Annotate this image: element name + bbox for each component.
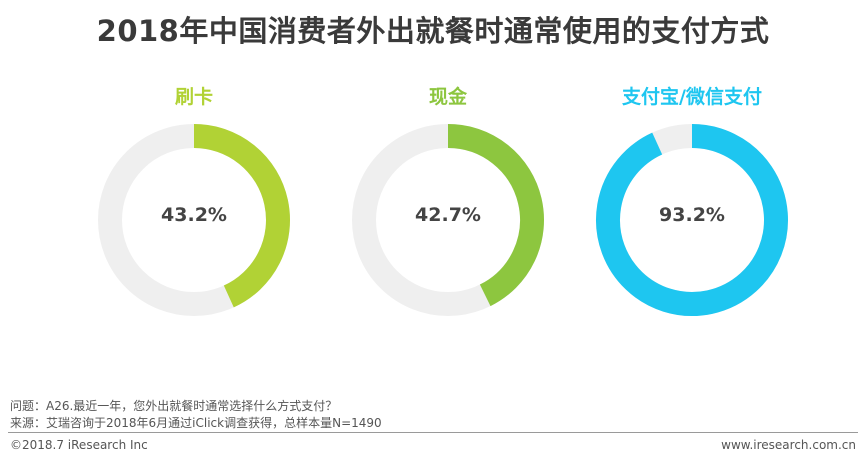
donut-label-cash: 现金 [428,86,467,108]
footer-divider [8,432,858,433]
donut-value-mobile-pay: 93.2% [659,204,725,226]
donut-chart-mobile-pay [596,124,788,316]
donut-card-card: 刷卡 43.2% [74,82,314,322]
donut-chart-cash [352,124,544,316]
footer-website: www.iresearch.com.cn [721,438,856,452]
donut-value-cash: 42.7% [415,204,481,226]
donut-chart-card [98,124,290,316]
donut-arc [193,124,290,308]
donut-label-mobile-pay: 支付宝/微信支付 [622,86,762,108]
donut-label-card: 刷卡 [174,86,213,108]
donut-arc [447,124,544,307]
footnote-question: 问题：A26.最近一年，您外出就餐时通常选择什么方式支付？ [10,399,338,413]
footer-copyright: ©2018.7 iResearch Inc [10,438,148,452]
donut-card-mobile-pay: 支付宝/微信支付 93.2% [572,82,812,322]
donut-card-cash: 现金 42.7% [328,82,568,322]
footnote-source: 来源：艾瑞咨询于2018年6月通过iClick调查获得，总样本量N=1490 [10,416,382,430]
donut-value-card: 43.2% [161,204,227,226]
donut-arc [596,124,788,316]
chart-title: 2018年中国消费者外出就餐时通常使用的支付方式 [96,14,770,48]
